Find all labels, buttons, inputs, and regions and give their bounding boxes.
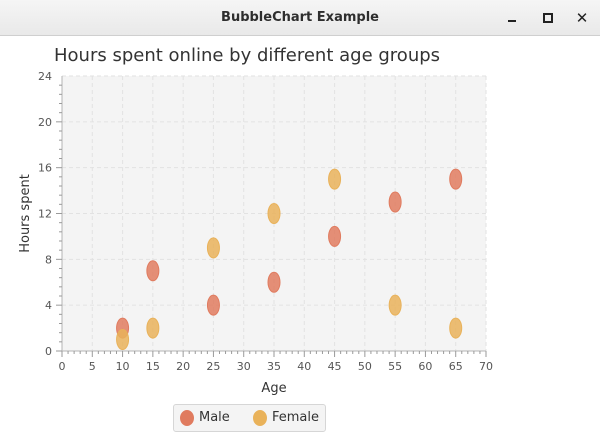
x-tick-label: 65 [449, 360, 463, 373]
x-tick-label: 55 [388, 360, 402, 373]
legend-item-male: Male [180, 409, 230, 427]
minimize-icon [508, 20, 516, 22]
bubble-male [146, 260, 160, 282]
chart-area: Hours spent online by different age grou… [0, 36, 600, 437]
x-axis-label: Age [261, 381, 286, 396]
bubble-female [116, 329, 130, 351]
x-tick-label: 35 [267, 360, 281, 373]
bubble-female [267, 203, 281, 224]
close-icon: ✕ [575, 9, 589, 27]
bubble-female [449, 317, 463, 339]
legend-symbol-male [180, 409, 194, 426]
bubble-female [328, 168, 342, 190]
chart-title: Hours spent online by different age grou… [54, 45, 440, 66]
x-tick-label: 5 [89, 360, 96, 373]
x-tick-label: 45 [328, 360, 342, 373]
bubble-female [206, 237, 220, 259]
maximize-icon [543, 13, 553, 23]
x-tick-label: 0 [59, 360, 66, 373]
x-tick-label: 25 [206, 360, 220, 373]
y-tick-label: 24 [38, 70, 52, 83]
chart-legend: Male Female [173, 404, 326, 432]
y-tick-label: 20 [38, 116, 52, 129]
x-tick-label: 15 [146, 360, 160, 373]
bubble-male [267, 271, 281, 293]
legend-label-female: Female [272, 410, 320, 425]
x-tick-label: 20 [176, 360, 190, 373]
x-tick-label: 60 [418, 360, 432, 373]
y-axis-label: Hours spent [18, 174, 33, 253]
y-tick-label: 4 [45, 299, 52, 312]
maximize-button[interactable] [536, 6, 560, 30]
legend-label-male: Male [199, 410, 230, 425]
bubble-female [146, 317, 160, 339]
bubble-male [206, 294, 220, 316]
bubble-male [328, 225, 342, 247]
y-tick-label: 0 [45, 345, 52, 358]
x-tick-label: 30 [237, 360, 251, 373]
bubble-male [449, 168, 463, 190]
x-tick-label: 70 [479, 360, 493, 373]
y-tick-label: 8 [45, 253, 52, 266]
y-tick-label: 16 [38, 162, 52, 175]
window-title: BubbleChart Example [221, 10, 379, 25]
minimize-button[interactable] [500, 6, 524, 30]
bubble-male [388, 191, 402, 213]
legend-item-female: Female [253, 409, 319, 427]
close-button[interactable]: ✕ [570, 6, 594, 30]
x-tick-label: 10 [116, 360, 130, 373]
x-tick-label: 50 [358, 360, 372, 373]
x-tick-label: 40 [297, 360, 311, 373]
title-bar[interactable]: BubbleChart Example ✕ [0, 0, 600, 36]
bubble-female [388, 294, 402, 316]
legend-symbol-female [253, 409, 267, 426]
bubble-chart: Hours spent online by different age grou… [18, 45, 493, 396]
y-tick-label: 12 [38, 208, 52, 221]
